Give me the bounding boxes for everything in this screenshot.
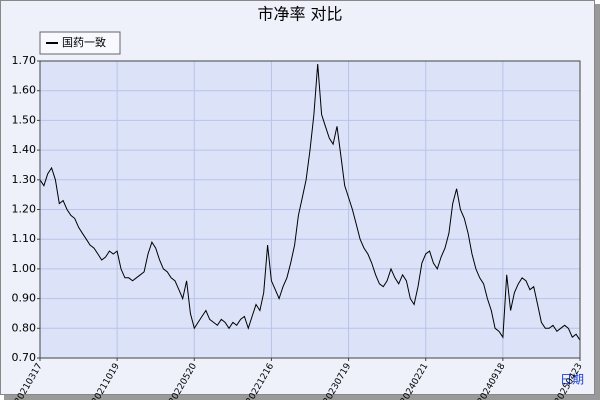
chart-title: 市净率 对比: [257, 5, 342, 24]
x-axis-label: 日期: [560, 373, 584, 387]
shadow: [595, 4, 600, 400]
y-tick-label: 0.90: [12, 292, 37, 305]
plot-border: [39, 60, 581, 359]
y-tick-label: 1.00: [12, 262, 37, 275]
y-tick-label: 1.20: [12, 203, 37, 216]
y-tick-label: 0.80: [12, 321, 37, 334]
y-tick-label: 1.70: [12, 54, 37, 67]
y-tick-label: 1.30: [12, 173, 37, 186]
y-tick-label: 0.70: [12, 351, 37, 364]
y-tick-label: 1.60: [12, 84, 37, 97]
y-tick-label: 1.50: [12, 113, 37, 126]
legend-box: [39, 31, 121, 55]
y-tick-label: 1.40: [12, 143, 37, 156]
line-series: [39, 63, 581, 341]
y-tick-label: 1.10: [12, 232, 37, 245]
shadow: [4, 395, 595, 400]
legend-label: 国药一致: [62, 35, 106, 49]
